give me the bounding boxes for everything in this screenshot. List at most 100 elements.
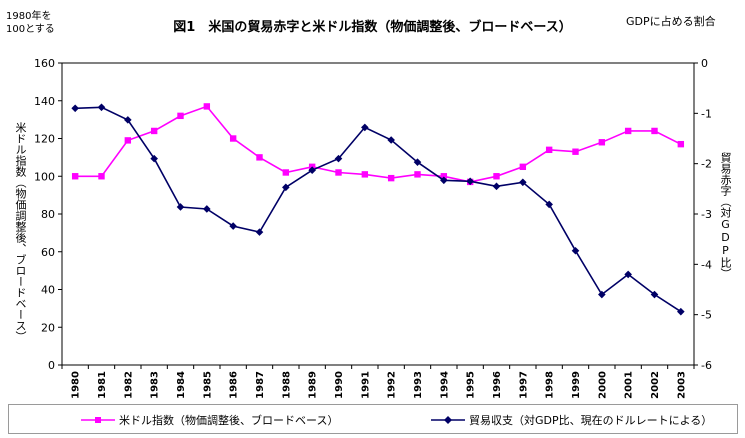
x-tick-label: 1985 (202, 371, 213, 399)
series-0-point (440, 173, 448, 180)
series-1-point (150, 154, 158, 163)
y-right-tick-label: -1 (701, 107, 712, 120)
legend-item-dollar-index: 米ドル指数（物価調整後、ブロードベース） (81, 412, 338, 428)
series-1-point (624, 270, 632, 279)
series-0-point (282, 169, 290, 176)
y-left-tick-label: 80 (41, 208, 55, 221)
y-right-tick-label: -2 (701, 158, 712, 171)
left-unit-line1: 1980年を (6, 11, 52, 22)
series-1-point (361, 123, 369, 132)
series-0-point (545, 146, 553, 154)
plot-area (61, 62, 695, 366)
x-tick-label: 1997 (518, 371, 529, 399)
y-right-tick-label: -6 (701, 359, 712, 372)
series-0-point (519, 163, 527, 171)
series-0-point (624, 127, 632, 135)
legend-item-trade-balance: 貿易収支（対GDP比、現在のドルレートによる） (431, 412, 712, 428)
y-left-tick-label: 140 (34, 95, 55, 108)
series-1-point (334, 154, 343, 163)
series-0-point (256, 154, 263, 161)
x-tick-label: 2000 (597, 371, 608, 399)
series-0-point (361, 171, 369, 178)
series-1-point (229, 222, 237, 230)
x-tick-label: 1987 (255, 371, 266, 399)
x-tick-label: 1984 (176, 371, 187, 399)
series-line-1 (75, 106, 682, 313)
series-0-point (598, 139, 606, 146)
series-0-point (124, 137, 132, 144)
x-tick-label: 2001 (624, 371, 635, 399)
x-tick-label: 1993 (413, 371, 424, 399)
y-right-tick-label: 0 (701, 57, 708, 70)
series-1-point (71, 104, 79, 113)
left-unit-note: 1980年を 100とする (6, 10, 55, 36)
y-left-tick-label: 20 (41, 321, 55, 334)
series-0-point (651, 127, 658, 135)
series-1-point (413, 158, 422, 166)
x-tick-label: 1988 (281, 371, 292, 399)
series-1-point (598, 290, 606, 299)
y-right-tick-label: -3 (701, 208, 712, 221)
legend-label-dollar-index: 米ドル指数（物価調整後、ブロードベース） (119, 414, 339, 427)
left-unit-line2: 100とする (6, 24, 55, 35)
x-tick-label: 1980 (71, 371, 82, 399)
legend-key-trade-balance (431, 416, 465, 424)
y-left-tick-label: 40 (41, 284, 55, 297)
chart-title: 図1 米国の貿易赤字と米ドル指数（物価調整後、ブロードベース） (173, 20, 572, 35)
series-0-point (493, 173, 500, 180)
y-left-tick-label: 120 (34, 133, 55, 146)
x-tick-label: 1991 (360, 371, 371, 399)
y-left-tick-label: 0 (48, 359, 55, 372)
legend-key-dollar-index (81, 417, 115, 423)
series-1-point (545, 200, 553, 209)
y-left-tick-label: 160 (34, 57, 55, 70)
series-0-point (335, 169, 342, 176)
right-unit-note: GDPに占める割合 (626, 15, 716, 28)
x-tick-label: 1986 (229, 371, 240, 399)
x-tick-label: 1992 (387, 371, 398, 399)
y-axis-label-left: 米ドル指数（物価調整後、ブロードベース） (14, 122, 27, 342)
series-0-point (387, 174, 395, 182)
series-0-point (414, 171, 421, 178)
series-0-point (229, 135, 237, 142)
y-left-tick-label: 100 (34, 170, 55, 183)
series-1-point (677, 307, 685, 316)
series-1-point (440, 176, 448, 185)
series-0-point (572, 148, 579, 155)
series-0-point (177, 112, 184, 120)
series-1-point (308, 166, 316, 175)
series-line-0 (75, 105, 682, 183)
x-tick-label: 1995 (466, 371, 477, 399)
x-tick-label: 1990 (334, 371, 345, 399)
series-1-point (124, 116, 132, 124)
series-0-point (150, 127, 158, 135)
series-1-point (466, 177, 474, 186)
y-right-tick-label: -4 (701, 258, 712, 271)
series-1-point (282, 183, 290, 192)
x-tick-label: 1996 (492, 371, 503, 399)
legend-label-trade-balance: 貿易収支（対GDP比、現在のドルレートによる） (469, 414, 713, 427)
y-right-tick-label: -5 (701, 309, 712, 322)
series-1-point (519, 178, 527, 187)
x-tick-label: 1999 (571, 371, 582, 399)
series-1-point (571, 246, 580, 255)
series-1-point (203, 205, 211, 213)
x-tick-label: 1982 (123, 371, 134, 399)
x-tick-label: 2003 (676, 371, 687, 399)
x-tick-label: 2002 (650, 371, 661, 399)
series-1-point (387, 136, 395, 144)
series-0-point (71, 173, 79, 180)
x-tick-label: 1981 (97, 371, 108, 399)
x-tick-label: 1998 (545, 371, 556, 399)
series-1-point (650, 290, 659, 299)
y-left-tick-label: 60 (41, 246, 55, 259)
y-axis-label-right: 貿易赤字（対GDP比） (719, 152, 732, 279)
series-1-point (492, 182, 501, 191)
x-tick-label: 1983 (150, 371, 161, 399)
series-0-point (98, 173, 105, 180)
series-1-point (97, 103, 106, 112)
series-1-point (176, 203, 185, 211)
legend: 米ドル指数（物価調整後、ブロードベース） 貿易収支（対GDP比、現在のドルレート… (8, 404, 738, 434)
